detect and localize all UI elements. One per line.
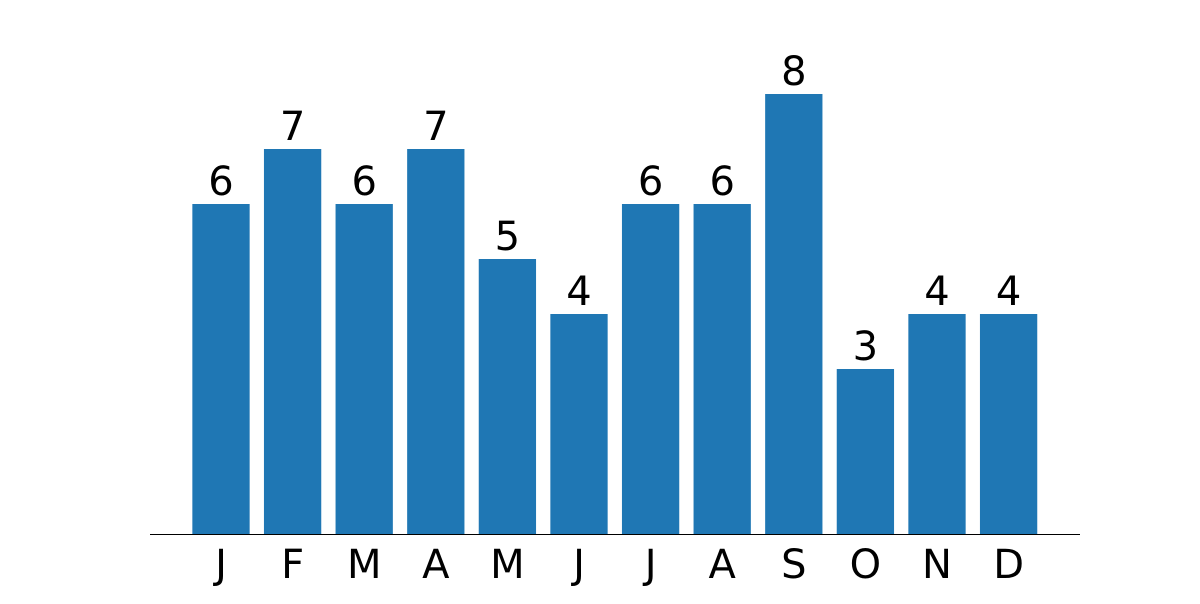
bar-value-label-11: 4 xyxy=(996,269,1021,315)
x-tick-label-9: O xyxy=(850,542,881,588)
x-tick-label-7: A xyxy=(709,542,737,588)
x-tick-label-2: M xyxy=(347,542,382,588)
bar-4 xyxy=(478,259,537,534)
x-tick-label-5: J xyxy=(570,542,585,588)
bar-10 xyxy=(908,314,966,534)
bar-7 xyxy=(693,204,751,534)
bar-8 xyxy=(765,94,823,534)
bar-value-label-1: 7 xyxy=(280,104,305,150)
bar-0 xyxy=(192,204,250,534)
x-tick-label-3: A xyxy=(422,542,450,588)
bar-1 xyxy=(263,149,322,534)
bar-value-label-5: 4 xyxy=(566,269,591,315)
bar-2 xyxy=(335,204,393,534)
x-tick-label-8: S xyxy=(781,542,806,588)
bar-value-label-0: 6 xyxy=(208,159,233,205)
bar-value-label-8: 8 xyxy=(781,49,806,95)
bar-value-label-9: 3 xyxy=(853,324,878,370)
bar-6 xyxy=(621,204,680,534)
bar-value-label-3: 7 xyxy=(423,104,448,150)
x-tick-label-4: M xyxy=(490,542,525,588)
x-tick-label-1: F xyxy=(281,542,304,588)
x-tick-label-10: N xyxy=(922,542,952,588)
bar-11 xyxy=(979,314,1038,534)
bar-value-label-4: 5 xyxy=(495,214,520,260)
bar-value-label-7: 6 xyxy=(709,159,734,205)
bar-3 xyxy=(407,149,465,534)
bars-layer xyxy=(192,94,1038,534)
bar-9 xyxy=(836,369,895,534)
bar-value-label-10: 4 xyxy=(924,269,949,315)
x-tick-label-6: J xyxy=(642,542,657,588)
bar-value-label-2: 6 xyxy=(351,159,376,205)
bar-value-label-6: 6 xyxy=(638,159,663,205)
x-tick-label-11: D xyxy=(993,542,1024,588)
bar-5 xyxy=(550,314,608,534)
x-tick-label-0: J xyxy=(212,542,227,588)
